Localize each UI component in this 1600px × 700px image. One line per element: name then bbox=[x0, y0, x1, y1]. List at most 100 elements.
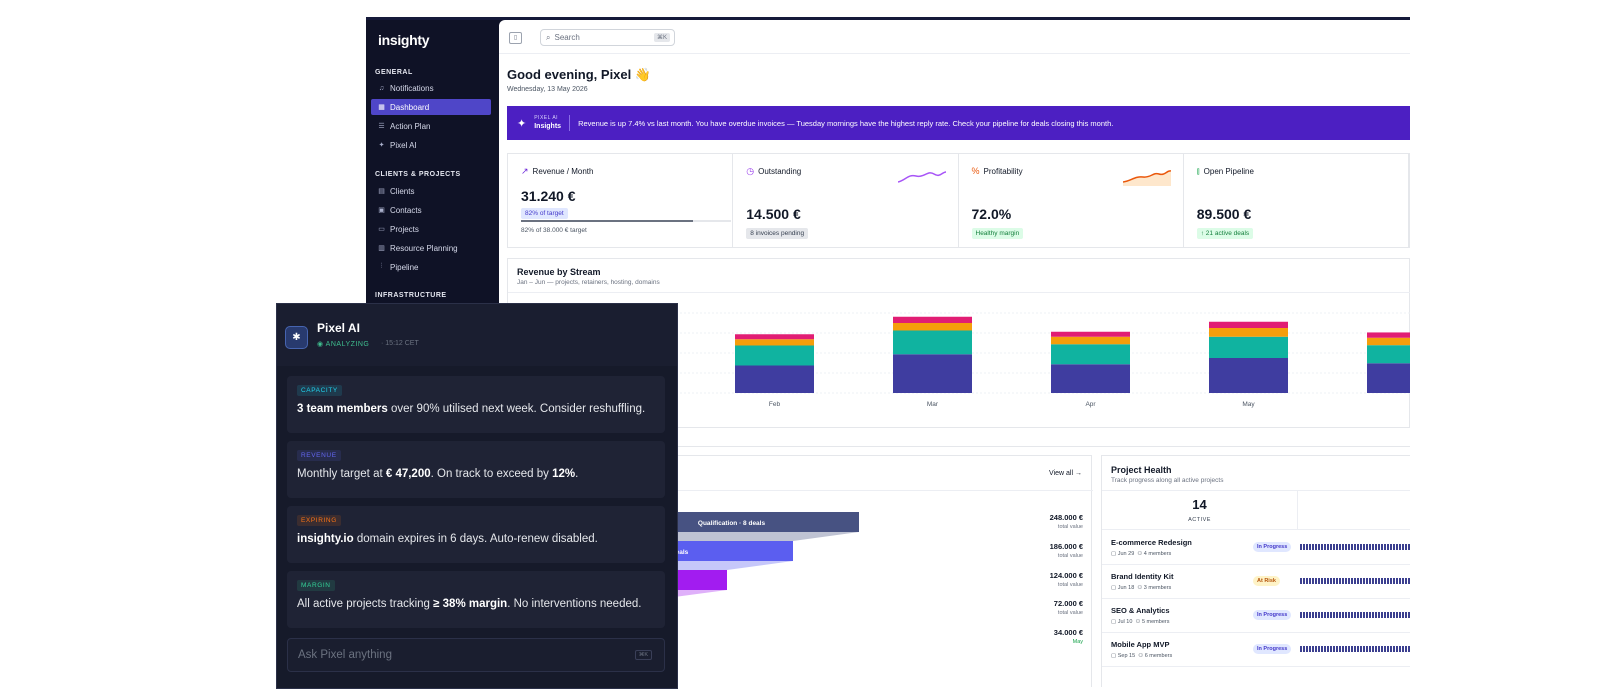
view-all-link[interactable]: View all → bbox=[1049, 470, 1082, 477]
kpi-label: Outstanding bbox=[758, 167, 802, 176]
banner-label-small: PIXEL AI bbox=[534, 115, 559, 121]
bar-segment[interactable] bbox=[735, 339, 814, 346]
sidebar-item-clients[interactable]: ▤ Clients bbox=[371, 183, 491, 199]
project-name: E-commerce Redesign bbox=[1111, 538, 1192, 547]
calendar-icon: ▢ bbox=[1111, 619, 1117, 625]
card-tag: EXPIRING bbox=[297, 515, 341, 526]
sparkline bbox=[897, 171, 946, 183]
bar-segment[interactable] bbox=[1367, 332, 1410, 338]
sidebar-item-pipeline[interactable]: ⫶ Pipeline bbox=[371, 259, 491, 275]
status-badge: At Risk bbox=[1253, 576, 1280, 586]
funnel-sub: May bbox=[1073, 639, 1084, 645]
kpi-open-pipeline[interactable]: ⫾ Open Pipeline 89.500 € ↑ 21 active deal… bbox=[1184, 154, 1409, 247]
funnel-value: 124.000 € bbox=[1050, 571, 1084, 580]
kpi-revenue[interactable]: ↗ Revenue / Month 31.240 € 82% of target … bbox=[508, 154, 734, 247]
project-name: SEO & Analytics bbox=[1111, 606, 1170, 615]
bar-segment[interactable] bbox=[1051, 364, 1130, 393]
page-date: Wednesday, 13 May 2026 bbox=[507, 86, 588, 93]
sidebar-item-dashboard[interactable]: ▦ Dashboard bbox=[371, 99, 491, 115]
logo: insighty bbox=[378, 32, 430, 48]
project-members: 4 members bbox=[1143, 551, 1172, 557]
ai-card-capacity[interactable]: CAPACITY 3 team members over 90% utilise… bbox=[287, 376, 665, 433]
bar-segment[interactable] bbox=[1209, 358, 1288, 393]
bar-segment[interactable] bbox=[1367, 337, 1410, 346]
sidebar-item-projects[interactable]: ▭ Projects bbox=[371, 221, 491, 237]
sidebar-toggle-icon[interactable]: ▯ bbox=[509, 32, 522, 44]
ai-card-margin[interactable]: MARGIN All active projects tracking ≥ 38… bbox=[287, 571, 665, 628]
progress-bar bbox=[521, 220, 731, 222]
project-row[interactable]: Brand Identity Kit ▢ Jun 18 ⚇ 3 members At… bbox=[1102, 565, 1410, 599]
insights-banner: ✦ PIXEL AI Insights Revenue is up 7.4% v… bbox=[507, 106, 1410, 140]
bar-segment[interactable] bbox=[893, 330, 972, 355]
funnel-sub: total value bbox=[1058, 553, 1083, 559]
search-input[interactable]: ⌕ Search ⌘K bbox=[540, 29, 675, 46]
ai-card-revenue[interactable]: REVENUE Monthly target at € 47,200. On t… bbox=[287, 441, 665, 498]
topbar: ▯ ⌕ Search ⌘K bbox=[499, 20, 1410, 54]
project-meta: ▢ Jun 29 ⚇ 4 members bbox=[1111, 551, 1171, 557]
bar-segment[interactable] bbox=[1051, 336, 1130, 345]
kpi-value: 89.500 € bbox=[1196, 206, 1252, 222]
bar-segment[interactable] bbox=[1367, 363, 1410, 393]
section-clients-projects: CLIENTS & PROJECTS bbox=[375, 171, 461, 178]
kpi-badge: 8 invoices pending bbox=[746, 228, 809, 239]
banner-label: Insights bbox=[534, 123, 562, 130]
bar-segment[interactable] bbox=[1209, 336, 1288, 358]
ai-avatar-icon: ✱ bbox=[285, 326, 308, 349]
project-row[interactable]: E-commerce Redesign ▢ Jun 29 ⚇ 4 members I… bbox=[1102, 531, 1410, 565]
bar-segment[interactable] bbox=[735, 334, 814, 340]
bar-segment[interactable] bbox=[1051, 331, 1130, 337]
project-members: 5 members bbox=[1141, 619, 1170, 625]
ai-status: ◉ ANALYZING bbox=[317, 341, 370, 348]
kpi-label: Revenue / Month bbox=[532, 167, 594, 176]
sidebar-item-pixel-ai[interactable]: ✦ Pixel AI bbox=[371, 137, 491, 153]
x-tick-label: Mar bbox=[927, 401, 939, 408]
pipeline-icon: ⫶ bbox=[380, 263, 383, 270]
revenue-bar-chart: Feb Mar Apr May bbox=[516, 312, 1410, 408]
status-badge: In Progress bbox=[1253, 610, 1292, 620]
project-row[interactable]: SEO & Analytics ▢ Jul 10 ⚇ 5 members In Pr… bbox=[1102, 599, 1410, 633]
kpi-profitability[interactable]: % Profitability 72.0% Healthy margin bbox=[959, 154, 1184, 247]
project-meta: ▢ Jul 10 ⚇ 5 members bbox=[1111, 619, 1169, 625]
bar-segment[interactable] bbox=[893, 323, 972, 331]
section-divider bbox=[507, 430, 1410, 447]
bar-segment[interactable] bbox=[1051, 344, 1130, 365]
section-general: GENERAL bbox=[375, 69, 413, 76]
kpi-badge: Healthy margin bbox=[971, 228, 1024, 239]
sidebar-item-notifications[interactable]: ♫ Notifications bbox=[371, 80, 491, 96]
ask-pixel-input[interactable]: Ask Pixel anything ⌘K bbox=[287, 638, 665, 672]
funnel-value: 248.000 € bbox=[1050, 513, 1084, 522]
bar-segment[interactable] bbox=[893, 354, 972, 393]
people-icon: ⚇ bbox=[1137, 551, 1143, 557]
bar-segment[interactable] bbox=[1209, 321, 1288, 328]
sidebar-item-action-plan[interactable]: ☰ Action Plan bbox=[371, 118, 491, 134]
percent-icon: % bbox=[971, 166, 980, 176]
kpi-value: 31.240 € bbox=[521, 188, 576, 204]
contact-icon: ▣ bbox=[378, 207, 385, 214]
bar-segment[interactable] bbox=[1209, 328, 1288, 337]
list-icon: ☰ bbox=[378, 123, 385, 130]
funnel-stage-label: Qualification · 8 deals bbox=[698, 520, 766, 527]
bar-segment[interactable] bbox=[735, 365, 814, 394]
stat-at-risk: AT bbox=[1298, 490, 1410, 530]
ai-card-expiring[interactable]: EXPIRING insighty.io domain expires in 6… bbox=[287, 506, 665, 563]
project-progress bbox=[1300, 578, 1410, 584]
health-title: Project Health bbox=[1111, 465, 1172, 475]
sidebar-item-contacts[interactable]: ▣ Contacts bbox=[371, 202, 491, 218]
kpi-outstanding[interactable]: ◷ Outstanding 14.500 € 8 invoices pending bbox=[733, 154, 959, 247]
bar-segment[interactable] bbox=[893, 316, 972, 323]
sidebar-item-resource-planning[interactable]: ▥ Resource Planning bbox=[371, 240, 491, 256]
calendar-icon: ▥ bbox=[378, 245, 385, 252]
project-date: Jun 29 bbox=[1117, 551, 1135, 557]
kpi-label: Profitability bbox=[983, 166, 1023, 176]
ask-shortcut: ⌘K bbox=[634, 650, 652, 660]
clock-icon: ◷ bbox=[746, 166, 755, 176]
people-icon: ⚇ bbox=[1137, 585, 1143, 591]
project-date: Sep 15 bbox=[1117, 653, 1136, 659]
bar-segment[interactable] bbox=[1367, 345, 1410, 364]
bell-icon: ♫ bbox=[378, 84, 385, 92]
bar-segment[interactable] bbox=[735, 345, 814, 366]
project-row[interactable]: Mobile App MVP ▢ Sep 15 ⚇ 6 members In Pro… bbox=[1102, 633, 1410, 667]
project-date: Jul 10 bbox=[1117, 619, 1133, 625]
banner-message: Revenue is up 7.4% vs last month. You ha… bbox=[578, 118, 1114, 128]
sparkline bbox=[1122, 170, 1171, 186]
